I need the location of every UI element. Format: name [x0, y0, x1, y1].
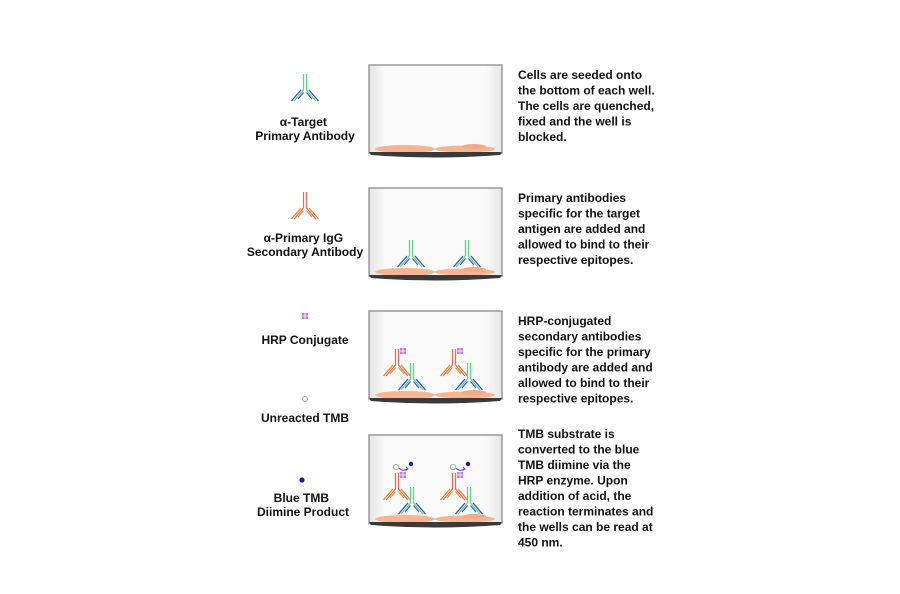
step-1-description: Cells are seeded onto the bottom of each… [518, 68, 658, 144]
well-step-4 [368, 434, 503, 529]
step-4-description: TMB substrate is converted to the blue T… [518, 427, 657, 550]
secondary-antibody-icon [290, 191, 320, 220]
primary-antibody-label: α-Target Primary Antibody [255, 115, 355, 143]
step-3-description: HRP-conjugated secondary antibodies spec… [518, 314, 656, 406]
hrp-icon [302, 313, 308, 319]
unreacted-tmb-icon [301, 395, 308, 402]
blue-tmb-icon [299, 477, 305, 483]
primary-antibody-icon [290, 73, 320, 102]
well-step-1 [368, 64, 503, 159]
well-step-2 [368, 187, 503, 282]
unreacted-tmb-label: Unreacted TMB [261, 411, 349, 425]
hrp-label: HRP Conjugate [261, 333, 348, 347]
blue-tmb-label: Blue TMB Diimine Product [257, 491, 349, 519]
secondary-antibody-label: α-Primary IgG Secondary Antibody [247, 231, 364, 259]
step-2-description: Primary antibodies specific for the targ… [518, 191, 653, 267]
well-step-3 [368, 310, 503, 405]
